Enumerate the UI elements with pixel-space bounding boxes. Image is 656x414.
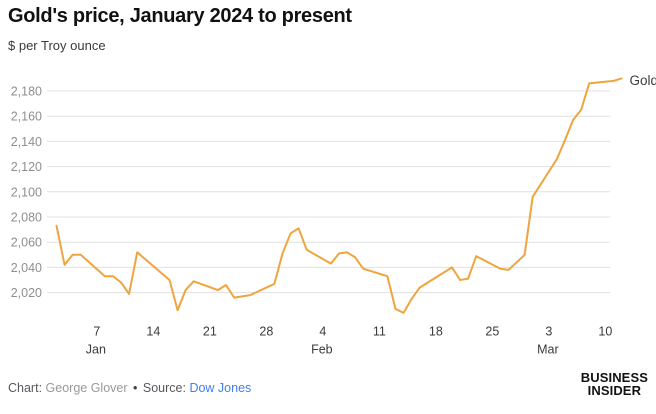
page-title: Gold's price, January 2024 to present bbox=[8, 5, 352, 27]
y-axis-tick-label: 2,120 bbox=[11, 160, 42, 174]
x-axis-tick-label: 21 bbox=[203, 325, 217, 339]
x-axis-tick-label: 18 bbox=[429, 325, 443, 339]
credit-separator: • bbox=[133, 381, 138, 395]
x-axis-tick-label: 7 bbox=[93, 325, 100, 339]
credit-label: Chart: bbox=[8, 381, 43, 395]
chart-subtitle: $ per Troy ounce bbox=[8, 38, 106, 53]
x-axis-month-label: Jan bbox=[86, 343, 106, 357]
x-axis-tick-label: 28 bbox=[259, 325, 273, 339]
y-axis-tick-label: 2,080 bbox=[11, 211, 42, 225]
logo-line-1: BUSINESS bbox=[580, 370, 648, 385]
business-insider-logo: BUSINESS INSIDER bbox=[580, 370, 648, 398]
source-link[interactable]: Dow Jones bbox=[189, 381, 252, 395]
x-axis-month-label: Mar bbox=[537, 343, 559, 357]
y-axis-tick-label: 2,040 bbox=[11, 261, 42, 275]
x-axis-tick-label: 25 bbox=[485, 325, 499, 339]
y-axis-tick-label: 2,140 bbox=[11, 135, 42, 149]
source-label: Source: bbox=[142, 381, 186, 395]
logo-line-2: INSIDER bbox=[587, 382, 642, 398]
x-axis-tick-label: 14 bbox=[146, 325, 160, 339]
y-axis-tick-label: 2,100 bbox=[11, 185, 42, 199]
gold-price-line-chart: 2,020 2,040 2,060 2,080 2,100 2,120 2,140 2,160… bbox=[11, 73, 656, 357]
series-label-gold: Gold bbox=[629, 73, 656, 88]
y-axis-tick-label: 2,020 bbox=[11, 286, 42, 300]
x-axis-tick-label: 4 bbox=[319, 325, 326, 339]
y-axis-tick-label: 2,060 bbox=[11, 236, 42, 250]
x-axis-month-label: Feb bbox=[311, 343, 333, 357]
gold-price-line bbox=[55, 77, 623, 314]
x-axis-tick-label: 3 bbox=[545, 325, 552, 339]
credit-value: George Glover bbox=[45, 381, 128, 395]
y-axis-tick-label: 2,180 bbox=[11, 85, 42, 99]
x-axis-tick-label: 10 bbox=[598, 325, 612, 339]
chart-credits: Chart: George Glover • Source: Dow Jones bbox=[8, 381, 251, 395]
y-axis-tick-label: 2,160 bbox=[11, 110, 42, 124]
x-axis-tick-label: 11 bbox=[373, 325, 386, 339]
